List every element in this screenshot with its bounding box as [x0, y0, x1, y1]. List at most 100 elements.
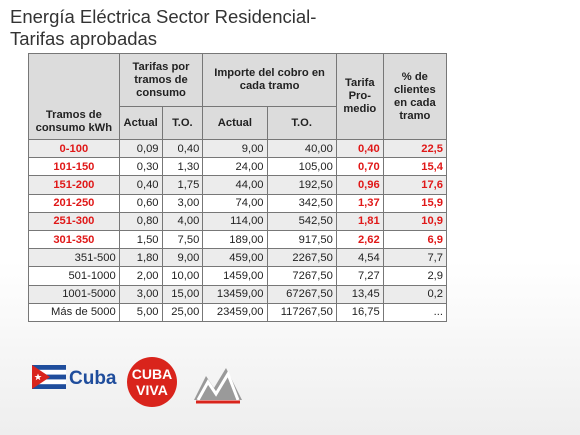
cell-importe-actual: 189,00: [202, 229, 268, 250]
cell-importe-to: 40,00: [266, 138, 337, 159]
cell-tramo: 251-300: [28, 211, 120, 231]
cell-tarifa-promedio: 0,40: [335, 138, 384, 159]
cell-tarifa-to: 4,00: [161, 211, 204, 231]
table-row: 101-150 0,30 1,30 24,00 105,00 0,70 15,4: [28, 157, 448, 177]
cell-tarifa-actual: 0,09: [118, 138, 163, 159]
cell-tarifa-promedio: 7,27: [335, 266, 384, 286]
cell-importe-to: 105,00: [266, 157, 337, 177]
cell-tarifa-promedio: 1,81: [335, 211, 384, 231]
header-importe-actual: Actual: [202, 106, 268, 140]
cell-porcentaje: 2,9: [382, 266, 448, 286]
header-tarifas: Tarifas por tramos de consumo: [118, 53, 204, 107]
cell-tarifa-to: 1,75: [161, 175, 204, 195]
cell-tramo: 151-200: [28, 175, 120, 195]
table-row: 251-300 0,80 4,00 114,00 542,50 1,81 10,9: [28, 211, 448, 231]
slide-title: Energía Eléctrica Sector Residencial- Ta…: [10, 6, 450, 50]
cell-tarifa-to: 10,00: [161, 266, 204, 286]
cell-tramo: 351-500: [28, 248, 120, 268]
cell-importe-actual: 23459,00: [202, 302, 268, 322]
cell-tarifa-actual: 0,40: [118, 175, 163, 195]
cell-tarifa-to: 9,00: [161, 248, 204, 268]
header-importe: Importe del cobro en cada tramo: [202, 53, 337, 107]
cell-importe-actual: 13459,00: [202, 284, 268, 304]
cell-tarifa-actual: 2,00: [118, 266, 163, 286]
cell-porcentaje: 15,4: [382, 157, 448, 177]
header-tramos: Tramos de consumo kWh: [28, 53, 120, 140]
cell-tramo: 101-150: [28, 157, 120, 177]
header-porcentaje: % de clientes en cada tramo: [382, 53, 448, 140]
cuba-viva-logo-icon: CUBA VIVA: [127, 357, 177, 407]
header-importe-to: T.O.: [266, 106, 337, 140]
cell-porcentaje: 15,9: [382, 193, 448, 213]
cell-tarifa-promedio: 0,96: [335, 175, 384, 195]
cuba-flag-icon: [32, 365, 66, 389]
cell-importe-to: 192,50: [266, 175, 337, 195]
mountain-icon: [194, 368, 242, 404]
logos-bar: Cuba CUBA VIVA: [32, 356, 252, 408]
cell-tramo: 301-350: [28, 229, 120, 250]
cell-importe-to: 542,50: [266, 211, 337, 231]
cuba-viva-line2: VIVA: [136, 382, 168, 398]
cell-tarifa-actual: 0,60: [118, 193, 163, 213]
cell-importe-to: 67267,50: [266, 284, 337, 304]
cell-tarifa-to: 25,00: [161, 302, 204, 322]
cell-importe-to: 2267,50: [266, 248, 337, 268]
table-row: 501-1000 2,00 10,00 1459,00 7267,50 7,27 2,9: [28, 266, 448, 286]
cell-porcentaje: 7,7: [382, 248, 448, 268]
cell-porcentaje: ...: [382, 302, 448, 322]
cell-tarifa-actual: 3,00: [118, 284, 163, 304]
cell-tarifa-promedio: 4,54: [335, 248, 384, 268]
cell-tarifa-promedio: 2,62: [335, 229, 384, 250]
cell-tramo: 0-100: [28, 138, 120, 159]
table-body: 0-100 0,09 0,40 9,00 40,00 0,40 22,5 101-150 0,3…: [28, 138, 448, 322]
cell-tarifa-actual: 0,80: [118, 211, 163, 231]
cell-importe-to: 342,50: [266, 193, 337, 213]
table-row: 301-350 1,50 7,50 189,00 917,50 2,62 6,9: [28, 229, 448, 250]
cell-tramo: 501-1000: [28, 266, 120, 286]
cell-tarifa-to: 1,30: [161, 157, 204, 177]
cell-porcentaje: 22,5: [382, 138, 448, 159]
cell-importe-actual: 24,00: [202, 157, 268, 177]
cell-tarifa-to: 3,00: [161, 193, 204, 213]
title-line-1: Energía Eléctrica Sector Residencial-: [10, 6, 317, 27]
cell-importe-to: 117267,50: [266, 302, 337, 322]
cell-tarifa-actual: 5,00: [118, 302, 163, 322]
cell-importe-actual: 114,00: [202, 211, 268, 231]
title-line-2: Tarifas aprobadas: [10, 28, 158, 49]
cell-importe-actual: 44,00: [202, 175, 268, 195]
cell-porcentaje: 6,9: [382, 229, 448, 250]
table-row: 1001-5000 3,00 15,00 13459,00 67267,50 13,45 0…: [28, 284, 448, 304]
table-row: 151-200 0,40 1,75 44,00 192,50 0,96 17,6: [28, 175, 448, 195]
cell-tramo: Más de 5000: [28, 302, 120, 322]
cell-tarifa-to: 0,40: [161, 138, 204, 159]
cell-importe-actual: 459,00: [202, 248, 268, 268]
cuba-viva-line1: CUBA: [132, 366, 172, 382]
cell-tarifa-promedio: 1,37: [335, 193, 384, 213]
header-tarifa-promedio: Tarifa Pro-medio: [335, 53, 384, 140]
cell-importe-actual: 9,00: [202, 138, 268, 159]
cell-porcentaje: 0,2: [382, 284, 448, 304]
cell-tarifa-to: 15,00: [161, 284, 204, 304]
table-row: Más de 5000 5,00 25,00 23459,00 117267,50 16,…: [28, 302, 448, 322]
cell-porcentaje: 17,6: [382, 175, 448, 195]
cell-tramo: 201-250: [28, 193, 120, 213]
cell-tarifa-promedio: 16,75: [335, 302, 384, 322]
cuba-logo-text: Cuba: [69, 368, 117, 389]
cell-tarifa-to: 7,50: [161, 229, 204, 250]
tariff-table: Tramos de consumo kWh Tarifas por tramos…: [28, 53, 448, 322]
header-tarifa-to: T.O.: [161, 106, 204, 140]
table-row: 201-250 0,60 3,00 74,00 342,50 1,37 15,9: [28, 193, 448, 213]
cell-importe-to: 7267,50: [266, 266, 337, 286]
cell-tarifa-actual: 1,50: [118, 229, 163, 250]
cell-importe-actual: 74,00: [202, 193, 268, 213]
cell-porcentaje: 10,9: [382, 211, 448, 231]
table-row: 0-100 0,09 0,40 9,00 40,00 0,40 22,5: [28, 138, 448, 159]
cell-tarifa-promedio: 13,45: [335, 284, 384, 304]
cell-tarifa-promedio: 0,70: [335, 157, 384, 177]
table-row: 351-500 1,80 9,00 459,00 2267,50 4,54 7,7: [28, 248, 448, 268]
cell-importe-to: 917,50: [266, 229, 337, 250]
cell-tarifa-actual: 0,30: [118, 157, 163, 177]
cell-tarifa-actual: 1,80: [118, 248, 163, 268]
cell-importe-actual: 1459,00: [202, 266, 268, 286]
cell-tramo: 1001-5000: [28, 284, 120, 304]
